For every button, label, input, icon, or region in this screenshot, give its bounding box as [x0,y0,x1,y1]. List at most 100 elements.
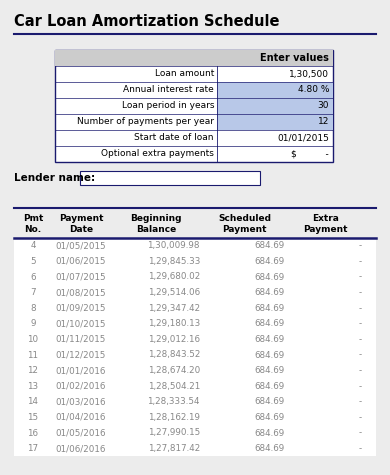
Bar [14,425,376,441]
Bar [14,254,376,269]
Text: 01/05/2015: 01/05/2015 [56,241,106,250]
Text: -: - [359,397,362,406]
Text: 684.69: 684.69 [255,288,285,297]
Bar [14,238,376,254]
Text: Lender name:: Lender name: [14,173,95,183]
Bar [14,285,376,300]
Text: 684.69: 684.69 [255,304,285,313]
Bar [55,50,333,162]
Text: Beginning
Balance: Beginning Balance [130,214,182,234]
Text: 1,29,514.06: 1,29,514.06 [148,288,200,297]
Text: 01/02/2016: 01/02/2016 [56,382,106,391]
Text: 16: 16 [28,428,39,437]
Text: 4: 4 [30,241,36,250]
Text: 01/05/2016: 01/05/2016 [56,428,106,437]
Text: 6: 6 [30,273,36,282]
Text: 1,29,347.42: 1,29,347.42 [148,304,200,313]
Text: 01/03/2016: 01/03/2016 [56,397,106,406]
Bar [14,316,376,332]
Text: 684.69: 684.69 [255,382,285,391]
Bar [14,269,376,285]
Text: 7: 7 [30,288,36,297]
Text: 684.69: 684.69 [255,413,285,422]
Text: 1,27,990.15: 1,27,990.15 [148,428,200,437]
Text: 01/01/2015: 01/01/2015 [277,133,329,142]
Text: $          -: $ - [291,150,329,159]
Bar [14,379,376,394]
Bar [14,300,376,316]
Text: 684.69: 684.69 [255,257,285,266]
Bar [14,394,376,409]
Text: 12: 12 [317,117,329,126]
Text: 1,28,674.20: 1,28,674.20 [148,366,200,375]
Text: -: - [359,428,362,437]
Bar [14,363,376,379]
Text: 1,29,845.33: 1,29,845.33 [148,257,200,266]
Text: 10: 10 [27,335,39,344]
Text: 1,29,680.02: 1,29,680.02 [148,273,200,282]
Text: 684.69: 684.69 [255,366,285,375]
Text: 4.80 %: 4.80 % [298,86,329,95]
Text: Optional extra payments: Optional extra payments [101,150,214,159]
Text: 1,28,333.54: 1,28,333.54 [147,397,200,406]
Text: 01/04/2016: 01/04/2016 [56,413,106,422]
Text: 14: 14 [28,397,39,406]
Text: 1,28,162.19: 1,28,162.19 [148,413,200,422]
Text: -: - [359,257,362,266]
Text: 13: 13 [27,382,39,391]
Text: Enter values: Enter values [260,53,329,63]
Text: Start date of loan: Start date of loan [135,133,214,142]
Text: -: - [359,304,362,313]
Text: 30: 30 [317,102,329,111]
Bar [14,332,376,347]
Text: -: - [359,288,362,297]
Text: 684.69: 684.69 [255,428,285,437]
Bar [80,171,260,185]
Bar [14,347,376,363]
Text: Scheduled
Payment: Scheduled Payment [218,214,271,234]
Text: Extra
Payment: Extra Payment [303,214,348,234]
Text: 17: 17 [27,444,39,453]
Text: 684.69: 684.69 [255,335,285,344]
Text: 8: 8 [30,304,36,313]
Text: -: - [359,382,362,391]
Text: 01/11/2015: 01/11/2015 [56,335,106,344]
Text: -: - [359,241,362,250]
Text: 01/06/2015: 01/06/2015 [56,257,106,266]
Text: Number of payments per year: Number of payments per year [77,117,214,126]
Text: 01/08/2015: 01/08/2015 [56,288,106,297]
Text: 01/09/2015: 01/09/2015 [56,304,106,313]
Text: 5: 5 [30,257,36,266]
Text: -: - [359,413,362,422]
Bar [217,114,333,130]
Text: Payment
Date: Payment Date [59,214,103,234]
Bar [55,50,333,66]
Text: 1,30,009.98: 1,30,009.98 [147,241,200,250]
Text: Annual interest rate: Annual interest rate [123,86,214,95]
Text: 1,29,012.16: 1,29,012.16 [148,335,200,344]
Text: 01/10/2015: 01/10/2015 [56,319,106,328]
Text: 684.69: 684.69 [255,397,285,406]
Text: Loan period in years: Loan period in years [122,102,214,111]
Text: 01/12/2015: 01/12/2015 [56,351,106,360]
Text: 9: 9 [30,319,36,328]
Bar [14,409,376,425]
Text: -: - [359,444,362,453]
Text: -: - [359,366,362,375]
Text: -: - [359,335,362,344]
Text: 684.69: 684.69 [255,351,285,360]
Text: 01/07/2015: 01/07/2015 [56,273,106,282]
Text: -: - [359,319,362,328]
Text: 11: 11 [28,351,39,360]
Text: 684.69: 684.69 [255,241,285,250]
Text: 01/06/2016: 01/06/2016 [56,444,106,453]
Text: -: - [359,273,362,282]
Text: Pmt
No.: Pmt No. [23,214,43,234]
Text: 1,30,500: 1,30,500 [289,69,329,78]
Text: 1,29,180.13: 1,29,180.13 [148,319,200,328]
Text: 684.69: 684.69 [255,273,285,282]
Text: Car Loan Amortization Schedule: Car Loan Amortization Schedule [14,14,280,29]
Text: 15: 15 [27,413,39,422]
Text: 684.69: 684.69 [255,444,285,453]
Text: 01/01/2016: 01/01/2016 [56,366,106,375]
